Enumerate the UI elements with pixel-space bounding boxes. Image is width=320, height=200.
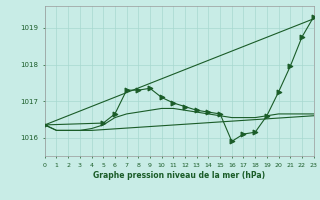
X-axis label: Graphe pression niveau de la mer (hPa): Graphe pression niveau de la mer (hPa) [93,171,265,180]
